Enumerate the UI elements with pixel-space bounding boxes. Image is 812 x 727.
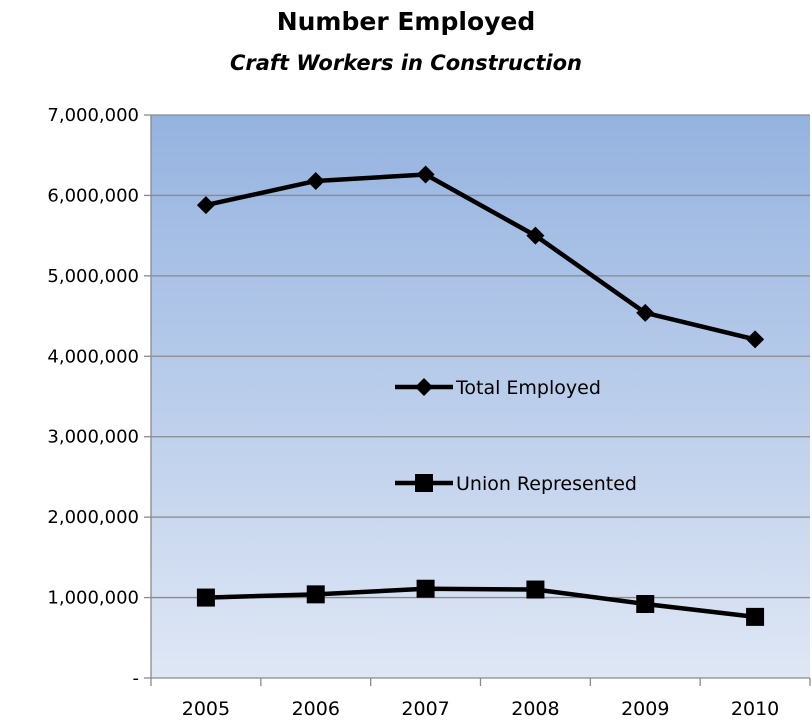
data-point xyxy=(526,580,545,599)
data-point xyxy=(306,171,325,190)
chart-title: Number Employed xyxy=(277,7,536,36)
data-point xyxy=(196,588,215,607)
data-point xyxy=(416,165,435,184)
x-tick-label: 2007 xyxy=(401,698,449,720)
data-point xyxy=(636,595,655,614)
data-point xyxy=(196,196,215,215)
x-tick-label: 2008 xyxy=(511,698,559,720)
y-tick-label: - xyxy=(133,668,140,689)
legend-marker xyxy=(415,378,433,396)
data-point xyxy=(746,330,765,349)
data-point xyxy=(526,226,545,245)
series-total-employed xyxy=(196,165,765,349)
series-line xyxy=(205,172,756,342)
data-point xyxy=(306,585,325,604)
x-tick-label: 2006 xyxy=(292,698,340,720)
legend-marker xyxy=(415,474,433,492)
data-point xyxy=(416,579,435,598)
x-tick-label: 2005 xyxy=(182,698,230,720)
y-tick-label: 6,000,000 xyxy=(47,185,139,206)
data-point xyxy=(636,303,655,322)
series-union-represented xyxy=(196,579,765,626)
legend-label: Total Employed xyxy=(455,377,601,399)
y-tick-label: 7,000,000 xyxy=(47,105,139,126)
y-tick-label: 4,000,000 xyxy=(47,346,139,367)
y-tick-label: 5,000,000 xyxy=(47,266,139,287)
plot-area xyxy=(151,115,810,678)
legend-item: Total Employed xyxy=(395,377,601,399)
x-tick-label: 2010 xyxy=(731,698,779,720)
legend-item: Union Represented xyxy=(395,473,637,495)
y-tick-label: 2,000,000 xyxy=(47,507,139,528)
data-point xyxy=(746,607,765,626)
series-line xyxy=(205,586,756,620)
legend-label: Union Represented xyxy=(456,473,637,495)
y-tick-label: 3,000,000 xyxy=(47,427,139,448)
y-tick-label: 1,000,000 xyxy=(47,588,139,609)
x-tick-label: 2009 xyxy=(621,698,669,720)
chart-subtitle: Craft Workers in Construction xyxy=(230,51,582,75)
